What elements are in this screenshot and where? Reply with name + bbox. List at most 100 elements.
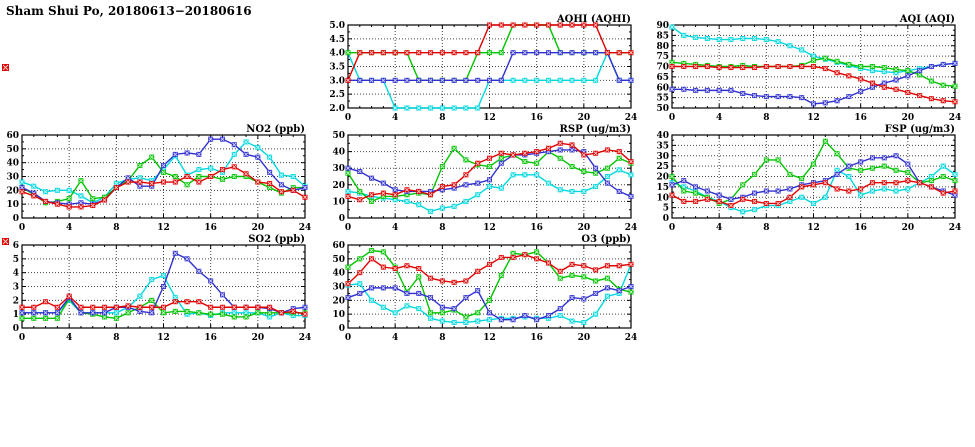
svg-text:20: 20 xyxy=(578,223,591,233)
series-cyan xyxy=(345,261,634,325)
svg-text:24: 24 xyxy=(299,333,312,343)
svg-text:30: 30 xyxy=(332,164,345,174)
svg-text:24: 24 xyxy=(949,113,962,123)
series-blue xyxy=(345,147,634,199)
svg-text:8: 8 xyxy=(113,333,119,343)
chart-fsp: FSP (ug/m3) 0 5 10 15 20 25 30 35 40 0 4 8 12 16 20 24 xyxy=(650,122,972,244)
svg-text:0: 0 xyxy=(669,113,675,123)
svg-text:80: 80 xyxy=(656,42,669,52)
svg-text:70: 70 xyxy=(656,63,669,73)
svg-text:8: 8 xyxy=(439,113,445,123)
svg-text:16: 16 xyxy=(530,113,543,123)
svg-text:20: 20 xyxy=(578,333,591,343)
svg-text:5: 5 xyxy=(663,204,669,214)
svg-text:4.0: 4.0 xyxy=(329,49,345,59)
svg-text:12: 12 xyxy=(157,223,170,233)
chart-aqi: AQI (AQI) 50 55 60 65 70 75 80 85 90 0 4 8 12 16 20 24 xyxy=(650,12,972,134)
svg-text:24: 24 xyxy=(625,223,638,233)
svg-text:10: 10 xyxy=(656,193,669,203)
series-red xyxy=(669,178,958,209)
svg-text:50: 50 xyxy=(6,145,19,155)
chart-rsp-plot: 0 10 20 30 40 50 0 4 8 12 16 20 24 xyxy=(332,131,638,233)
chart-so2-title: SO2 (ppb) xyxy=(248,234,305,245)
svg-text:30: 30 xyxy=(332,283,345,293)
series-red xyxy=(345,140,634,203)
svg-text:4: 4 xyxy=(13,269,19,279)
svg-text:35: 35 xyxy=(656,141,669,151)
svg-text:4: 4 xyxy=(716,113,722,123)
svg-text:12: 12 xyxy=(483,223,496,233)
svg-text:4: 4 xyxy=(66,223,72,233)
svg-text:4: 4 xyxy=(716,223,722,233)
chart-rsp-title: RSP (ug/m3) xyxy=(559,124,631,135)
svg-text:90: 90 xyxy=(656,21,669,31)
svg-text:0: 0 xyxy=(13,324,19,334)
svg-text:65: 65 xyxy=(656,73,669,83)
svg-text:16: 16 xyxy=(204,223,217,233)
svg-text:20: 20 xyxy=(902,113,915,123)
svg-text:8: 8 xyxy=(763,113,769,123)
svg-text:8: 8 xyxy=(439,223,445,233)
svg-text:12: 12 xyxy=(807,223,820,233)
series-cyan xyxy=(345,167,634,214)
svg-text:3.5: 3.5 xyxy=(329,63,345,73)
svg-text:0: 0 xyxy=(345,333,351,343)
axes: 0 10 20 30 40 50 60 0 4 8 12 16 20 24 xyxy=(332,241,637,343)
svg-text:1: 1 xyxy=(13,310,19,320)
svg-text:0: 0 xyxy=(13,214,19,224)
svg-text:6: 6 xyxy=(13,241,19,251)
svg-text:60: 60 xyxy=(6,131,19,141)
svg-text:8: 8 xyxy=(763,223,769,233)
svg-text:50: 50 xyxy=(332,131,345,141)
svg-text:25: 25 xyxy=(656,162,669,172)
svg-text:8: 8 xyxy=(113,223,119,233)
series-red xyxy=(345,252,634,287)
chart-no2-plot: 0 10 20 30 40 50 60 0 4 8 12 16 20 24 xyxy=(6,131,312,233)
svg-text:40: 40 xyxy=(332,269,345,279)
svg-text:20: 20 xyxy=(6,186,19,196)
svg-text:2.0: 2.0 xyxy=(329,104,345,114)
svg-text:0: 0 xyxy=(669,223,675,233)
svg-text:8: 8 xyxy=(439,333,445,343)
svg-text:12: 12 xyxy=(157,333,170,343)
svg-text:0: 0 xyxy=(345,113,351,123)
series-blue xyxy=(669,60,958,107)
chart-no2: NO2 (ppb) 0 10 20 30 40 50 60 0 4 8 12 16 20 24 xyxy=(0,122,322,244)
svg-text:16: 16 xyxy=(854,113,867,123)
series-red xyxy=(19,164,308,210)
svg-text:10: 10 xyxy=(6,200,19,210)
svg-text:4: 4 xyxy=(66,333,72,343)
svg-text:0: 0 xyxy=(19,223,25,233)
svg-text:15: 15 xyxy=(656,183,669,193)
svg-text:10: 10 xyxy=(332,197,345,207)
svg-text:5.0: 5.0 xyxy=(329,21,345,31)
svg-text:12: 12 xyxy=(483,113,496,123)
svg-text:40: 40 xyxy=(656,131,669,141)
svg-text:4.5: 4.5 xyxy=(329,35,345,45)
svg-text:75: 75 xyxy=(656,52,669,62)
svg-text:4: 4 xyxy=(392,333,398,343)
svg-text:0: 0 xyxy=(345,223,351,233)
chart-aqhi-title: AQHI (AQHI) xyxy=(556,14,631,25)
series-green xyxy=(669,55,958,89)
svg-text:2.5: 2.5 xyxy=(329,90,345,100)
chart-aqhi-plot: 2.0 2.5 3.0 3.5 4.0 4.5 5.0 0 4 8 12 16 20 24 xyxy=(329,21,637,123)
series-blue xyxy=(345,284,634,323)
svg-text:0: 0 xyxy=(339,214,345,224)
svg-text:0: 0 xyxy=(19,333,25,343)
svg-text:24: 24 xyxy=(299,223,312,233)
svg-text:3: 3 xyxy=(13,283,19,293)
svg-text:0: 0 xyxy=(339,324,345,334)
svg-text:40: 40 xyxy=(6,159,19,169)
chart-rsp: RSP (ug/m3) 0 10 20 30 40 50 0 4 8 12 16 20 24 xyxy=(326,122,648,244)
svg-text:20: 20 xyxy=(252,223,265,233)
series-blue xyxy=(345,50,634,83)
svg-text:16: 16 xyxy=(530,223,543,233)
chart-aqhi: AQHI (AQHI) 2.0 2.5 3.0 3.5 4.0 4.5 5.0 0 4 8 12 16… xyxy=(326,12,648,134)
svg-text:50: 50 xyxy=(332,255,345,265)
chart-so2: SO2 (ppb) 0 1 2 3 4 5 6 0 4 8 12 16 20 24 xyxy=(0,232,322,354)
